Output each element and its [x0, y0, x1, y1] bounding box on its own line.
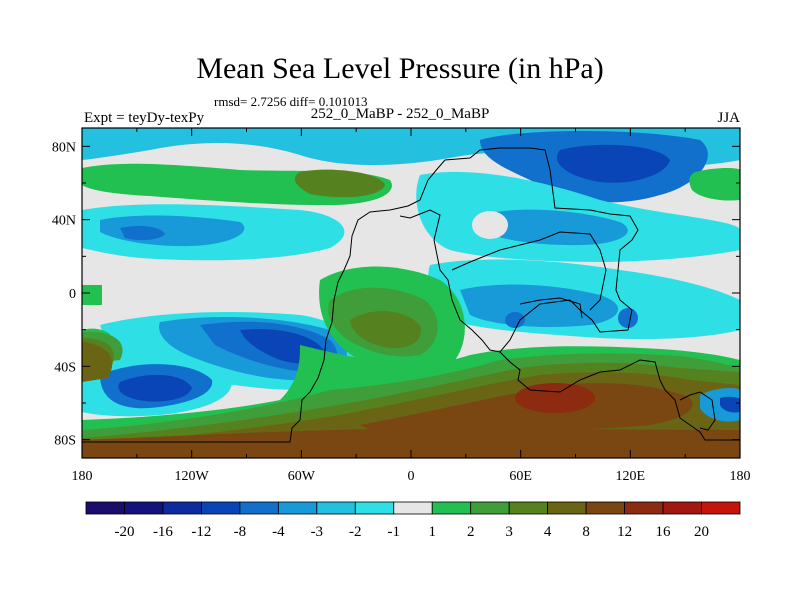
field-npac-core [120, 226, 165, 241]
coast-inner-1 [451, 231, 607, 311]
coast-east-island [679, 391, 716, 431]
colorbar-label: -3 [311, 524, 324, 540]
coast-west-continent [82, 147, 639, 443]
colorbar-swatch [239, 501, 279, 515]
colorbar-swatch [470, 501, 510, 515]
colorbar-swatch [162, 501, 202, 515]
x-tick-label: 180 [730, 469, 751, 484]
colorbar-swatch [547, 501, 587, 515]
colorbar-label: -20 [114, 524, 134, 540]
chart-title: Mean Sea Level Pressure (in hPa) [196, 52, 604, 85]
colorbar-label: 8 [582, 524, 590, 540]
colorbar-label: 2 [467, 524, 475, 540]
y-tick-label: 80N [52, 140, 76, 155]
colorbar-label: 20 [694, 524, 709, 540]
comparison-label: 252_0_MaBP - 252_0_MaBP [310, 106, 490, 122]
colorbar-swatch [701, 501, 741, 515]
x-tick-label: 180 [72, 469, 93, 484]
colorbar-label: -8 [234, 524, 247, 540]
colorbar-label: 16 [656, 524, 672, 540]
x-tick-label: 60E [509, 469, 532, 484]
colorbar-label: 1 [428, 524, 436, 540]
colorbar-label: -1 [388, 524, 401, 540]
coastlines [82, 147, 740, 443]
field-trop-core-e [618, 308, 638, 328]
field-green-west [82, 285, 102, 305]
colorbar-swatch [201, 501, 241, 515]
x-tick-label: 120W [175, 469, 210, 484]
pressure-field [82, 128, 740, 458]
colorbar: -20 -16 -12 -8 -4 -3 -2 -1 1 2 3 4 8 12 16 20 [85, 501, 741, 540]
x-tick-label: 0 [408, 469, 415, 484]
field-trop-core [505, 312, 525, 328]
colorbar-swatch [393, 501, 433, 515]
field-africa-olive [350, 310, 421, 349]
colorbar-swatch [354, 501, 395, 515]
axes: 180 120W 60W 0 60E 120E 180 80N 40N 0 40S 80S [52, 128, 751, 484]
field-east-green [689, 168, 740, 201]
y-tick-label: 80S [54, 434, 76, 449]
colorbar-label: -16 [153, 524, 173, 540]
x-tick-label: 120E [616, 469, 646, 484]
y-tick-label: 40S [54, 360, 76, 375]
experiment-label: Expt = teyDy-texPy [84, 110, 205, 126]
colorbar-swatch [85, 501, 125, 515]
colorbar-swatch [508, 501, 549, 515]
colorbar-label: -2 [349, 524, 362, 540]
stats-line: rmsd= 2.7256 diff= 0.101013 [214, 94, 368, 109]
colorbar-label: 12 [617, 524, 632, 540]
colorbar-label: 4 [544, 524, 552, 540]
field-east-spac-core [720, 396, 740, 413]
season-label: JJA [717, 110, 740, 126]
colorbar-swatch [624, 501, 664, 515]
field-spot-grey [472, 211, 508, 239]
y-tick-label: 40N [52, 214, 76, 229]
colorbar-swatch [585, 501, 625, 515]
field-ne-asia-core [556, 144, 670, 183]
colorbar-swatch [431, 501, 472, 515]
colorbar-label: -4 [272, 524, 285, 540]
coast-inner-2 [519, 297, 583, 319]
y-tick-label: 0 [69, 287, 76, 302]
colorbar-swatch [124, 501, 164, 515]
colorbar-swatch [316, 501, 356, 515]
colorbar-label: 3 [505, 524, 513, 540]
field-na-olive [294, 169, 385, 198]
colorbar-swatch [277, 501, 318, 515]
x-tick-label: 60W [288, 469, 316, 484]
field-swpac-core [118, 374, 192, 402]
field-trop-blue [460, 284, 619, 327]
colorbar-label: -12 [191, 524, 211, 540]
colorbar-swatch [662, 501, 702, 515]
coast-south [499, 351, 740, 441]
